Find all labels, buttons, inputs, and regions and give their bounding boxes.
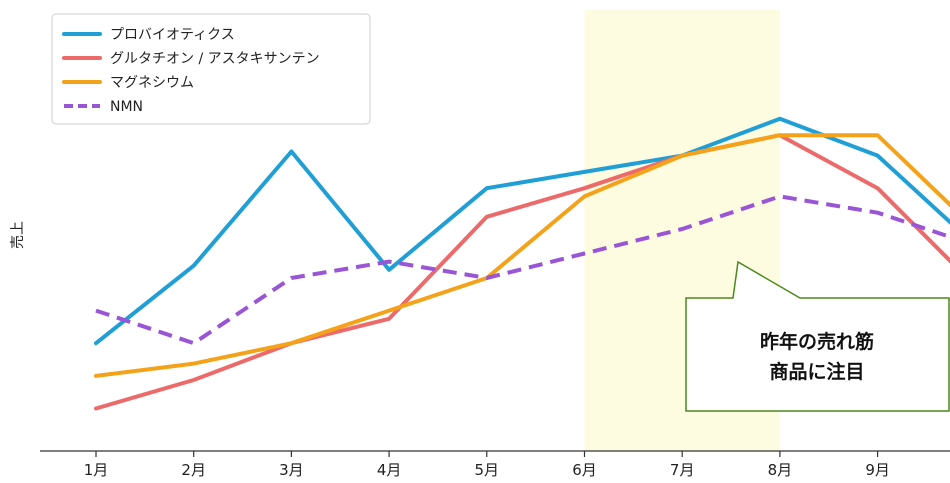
legend-label: グルタチオン / アスタキサンテン xyxy=(110,51,320,67)
x-tick-label: 1月 xyxy=(84,461,109,479)
legend-label: プロバイオティクス xyxy=(110,27,235,43)
x-tick-label: 4月 xyxy=(377,461,402,479)
annotation-callout: 昨年の売れ筋 商品に注目 xyxy=(685,260,950,412)
x-tick-label: 9月 xyxy=(865,461,890,479)
series-line-3 xyxy=(94,133,950,378)
series-line-1 xyxy=(94,116,950,346)
y-axis-title: 売上 xyxy=(10,221,26,249)
annotation-text-line-1: 昨年の売れ筋 xyxy=(760,330,874,353)
x-tick-label: 5月 xyxy=(475,461,500,479)
legend-box xyxy=(51,13,371,125)
x-tick-label: 8月 xyxy=(768,461,793,479)
x-tick-label: 2月 xyxy=(181,461,206,479)
annotation-text-line-2: 商品に注目 xyxy=(769,360,864,383)
series-line-2 xyxy=(94,133,950,411)
series-layer xyxy=(94,116,950,411)
x-axis-ticks: 1月2月3月4月5月6月7月8月9月10月 xyxy=(84,451,890,479)
x-tick-label: 7月 xyxy=(670,461,695,479)
x-tick-label: 6月 xyxy=(572,461,597,479)
annotation-callout-box xyxy=(685,260,950,412)
legend-label: NMN xyxy=(110,99,143,115)
legend-label: マグネシウム xyxy=(110,75,194,91)
x-tick-label: 3月 xyxy=(279,461,304,479)
series-line-4 xyxy=(95,194,950,346)
